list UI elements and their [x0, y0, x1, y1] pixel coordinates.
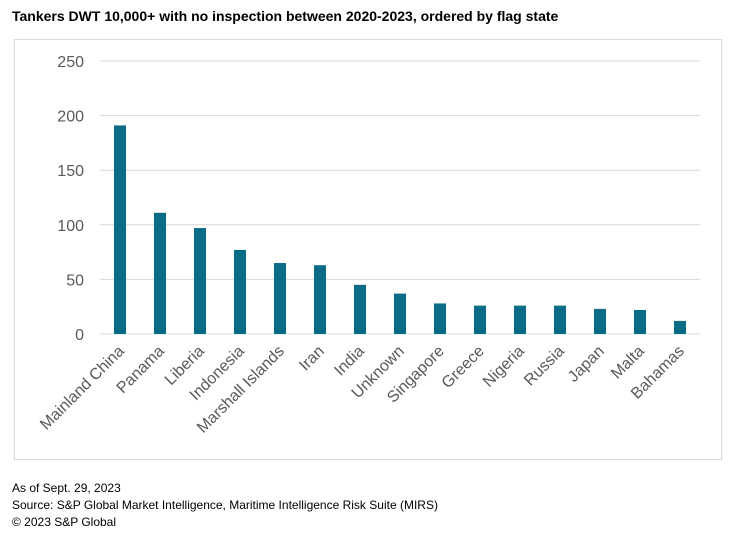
as-of-note: As of Sept. 29, 2023	[12, 481, 121, 495]
y-tick-label: 250	[57, 54, 84, 71]
y-tick-label: 100	[57, 218, 84, 235]
x-tick-label: Iran	[296, 343, 328, 375]
bar-chart: 0 50 100 150 200 250 Mainland ChinaPanamaLibe…	[37, 54, 700, 437]
y-tick-label: 0	[75, 327, 84, 344]
x-tick-label: Japan	[565, 343, 608, 386]
x-tick-label: Russia	[521, 343, 568, 390]
bar	[314, 265, 326, 334]
y-tick-label: 150	[57, 163, 84, 180]
bars	[114, 125, 686, 334]
x-tick-label: India	[331, 343, 368, 380]
bar	[194, 228, 206, 334]
bar	[154, 212, 166, 334]
bar	[274, 263, 286, 334]
y-tick-label: 50	[66, 272, 84, 289]
bar	[594, 308, 606, 334]
bar	[114, 125, 126, 334]
bar	[434, 303, 446, 334]
bar	[234, 249, 246, 334]
copyright-note: © 2023 S&P Global	[12, 515, 117, 529]
y-tick-label: 200	[57, 109, 84, 126]
chart-frame	[14, 39, 722, 460]
chart-footer: As of Sept. 29, 2023 Source: S&P Global …	[12, 480, 438, 531]
bar	[474, 305, 486, 334]
x-tick-label: Nigeria	[480, 343, 528, 391]
x-axis-ticks: Mainland ChinaPanamaLiberiaIndonesiaMars…	[37, 343, 688, 437]
bar	[554, 305, 566, 334]
gridlines	[100, 60, 700, 335]
y-axis-ticks: 0 50 100 150 200 250	[57, 54, 84, 344]
source-note: Source: S&P Global Market Intelligence, …	[12, 498, 438, 512]
x-tick-label: Mainland China	[37, 343, 128, 434]
bar	[634, 309, 646, 334]
bar	[354, 284, 366, 334]
bar	[394, 293, 406, 334]
x-tick-label: Greece	[439, 343, 488, 392]
chart-title: Tankers DWT 10,000+ with no inspection b…	[12, 8, 559, 24]
bar	[514, 305, 526, 334]
bar	[674, 320, 686, 334]
